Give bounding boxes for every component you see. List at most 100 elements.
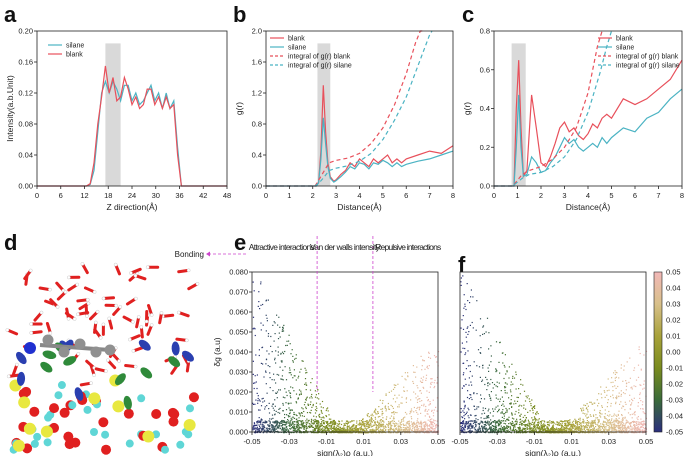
data-point	[300, 432, 302, 434]
data-point	[587, 409, 589, 411]
data-point	[299, 413, 301, 415]
water-molecule	[122, 315, 134, 323]
data-point	[634, 430, 636, 432]
data-point	[288, 390, 290, 392]
y-tick-label: 0.12	[18, 89, 33, 98]
data-point	[284, 366, 286, 368]
data-point	[294, 358, 296, 360]
series-line-integral-of-g-r-blank	[266, 30, 425, 187]
data-point	[298, 375, 300, 377]
data-point	[269, 377, 271, 379]
data-point	[281, 420, 283, 422]
data-point	[423, 405, 425, 407]
data-point	[583, 409, 585, 411]
data-point	[255, 399, 257, 401]
data-point	[633, 411, 636, 413]
plot-frame	[459, 271, 647, 433]
data-point	[546, 426, 548, 428]
data-point	[260, 405, 263, 407]
data-point	[290, 374, 292, 376]
data-point	[272, 403, 274, 405]
data-point	[421, 369, 423, 371]
data-point	[283, 427, 285, 429]
data-point	[374, 421, 376, 423]
data-point	[628, 381, 630, 383]
data-point	[467, 407, 469, 409]
data-point	[473, 420, 475, 422]
data-point	[290, 417, 292, 419]
data-point	[350, 429, 352, 431]
data-point	[566, 420, 568, 422]
data-point	[298, 427, 300, 429]
data-point	[386, 416, 388, 418]
water-molecule	[56, 291, 67, 301]
data-point	[302, 408, 304, 410]
data-point	[323, 422, 325, 424]
x-tick-label: 7	[656, 191, 660, 200]
data-point	[470, 289, 472, 291]
data-point	[362, 429, 364, 431]
data-point	[473, 427, 475, 429]
data-point	[429, 357, 432, 359]
data-point	[506, 427, 508, 429]
data-point	[461, 429, 463, 431]
data-point	[614, 379, 616, 382]
data-point	[574, 429, 576, 431]
data-point	[377, 428, 379, 430]
data-point	[404, 416, 406, 418]
data-point	[521, 424, 523, 426]
data-point	[503, 405, 505, 407]
data-point	[314, 412, 317, 414]
data-point	[592, 425, 594, 427]
y-tick-label: 2.0	[252, 27, 262, 36]
data-point	[504, 413, 506, 415]
data-point	[517, 432, 520, 434]
data-point	[495, 341, 498, 343]
data-point	[380, 430, 382, 432]
data-point	[641, 404, 644, 406]
data-point	[364, 427, 366, 429]
data-point	[504, 386, 506, 388]
data-point	[327, 424, 329, 426]
data-point	[416, 385, 418, 387]
data-point	[513, 429, 515, 431]
data-point	[484, 425, 486, 427]
hydrogen-atom	[72, 317, 77, 321]
data-point	[499, 341, 501, 343]
data-point	[304, 401, 306, 403]
y-tick-label: 0.4	[252, 151, 262, 160]
data-point	[295, 425, 297, 428]
data-point	[375, 409, 377, 411]
data-point	[480, 394, 482, 396]
data-point	[416, 429, 418, 431]
data-point	[334, 423, 336, 425]
data-point	[380, 419, 382, 421]
data-point	[640, 421, 642, 423]
data-point	[254, 428, 256, 430]
data-point	[578, 426, 580, 428]
data-point	[499, 400, 501, 403]
data-point	[431, 418, 433, 420]
data-point	[643, 412, 645, 414]
data-point	[306, 432, 308, 434]
data-point	[426, 413, 428, 415]
data-point	[414, 425, 416, 427]
data-point	[476, 408, 478, 410]
data-point	[599, 413, 601, 415]
colorbar-tick-label: 0.01	[666, 332, 681, 341]
region-label: Repulsive interactions	[375, 242, 441, 252]
data-point	[547, 428, 550, 430]
data-point	[302, 423, 304, 425]
data-point	[595, 414, 597, 416]
data-point	[339, 428, 341, 430]
data-point	[280, 425, 282, 427]
data-point	[489, 426, 491, 428]
y-tick-label: 0.020	[229, 388, 248, 397]
data-point	[292, 355, 294, 357]
data-point	[559, 429, 561, 431]
data-point	[556, 429, 558, 431]
data-point	[603, 425, 605, 428]
data-point	[265, 427, 268, 429]
data-point	[604, 391, 606, 393]
